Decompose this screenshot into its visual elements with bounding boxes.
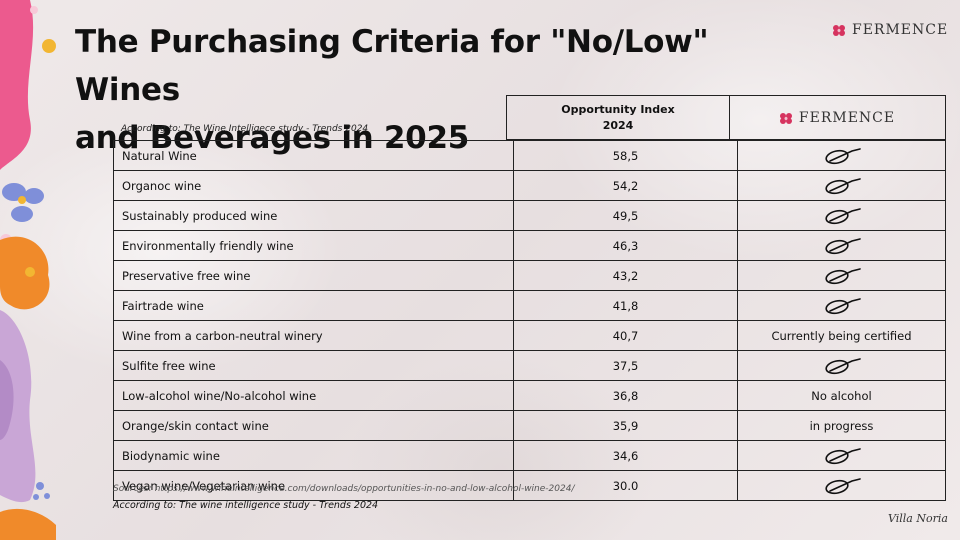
row-index-value: 58,5 (513, 140, 738, 171)
row-check (737, 470, 946, 501)
sources-note: Sources: https://www.wineintelligence.co… (113, 484, 575, 494)
row-status: No alcohol (737, 380, 946, 411)
header-index-year: 2024 (602, 118, 634, 132)
row-check (737, 290, 946, 321)
row-index-value: 46,3 (513, 230, 738, 261)
row-index-value: 49,5 (513, 200, 738, 231)
row-criterion: Fairtrade wine (113, 290, 514, 321)
row-criterion: Sulfite free wine (113, 350, 514, 381)
flower-icon (779, 112, 792, 124)
row-index-value: 41,8 (513, 290, 738, 321)
row-check (737, 170, 946, 201)
check-mark-icon (824, 237, 861, 254)
floral-decoration (0, 0, 56, 540)
brand-logo-top: FERMENCE (832, 22, 948, 38)
table-row: Fairtrade wine 41,8 (113, 290, 946, 321)
criteria-table: Natural Wine 58,5 Organoc wine 54,2 Sustaina… (113, 140, 946, 501)
study-reference-bottom: According to: The wine intelligence stud… (113, 500, 379, 511)
header-brand-column: FERMENCE (729, 95, 946, 140)
row-check (737, 200, 946, 231)
row-status: Currently being certified (737, 320, 946, 351)
check-mark-icon (824, 147, 861, 164)
check-mark-icon (824, 357, 861, 374)
brand-name: FERMENCE (852, 22, 949, 38)
table-row: Vegan wine/Vegetarian wine 30.0 (113, 470, 946, 501)
study-reference-top: According to: The Wine Intelligece study… (121, 124, 369, 134)
table-row: Sulfite free wine 37,5 (113, 350, 946, 381)
row-criterion: Natural Wine (113, 140, 514, 171)
row-check (737, 440, 946, 471)
row-index-value: 30.0 (513, 470, 738, 501)
table-row: Low-alcohol wine/No-alcohol wine 36,8 No a… (113, 380, 946, 411)
table-row: Preservative free wine 43,2 (113, 260, 946, 291)
table-row: Environmentally friendly wine 46,3 (113, 230, 946, 261)
title-line-1: The Purchasing Criteria for "No/Low" Win… (75, 24, 709, 108)
row-index-value: 36,8 (513, 380, 738, 411)
row-criterion: Vegan wine/Vegetarian wine (113, 470, 514, 501)
check-mark-icon (824, 207, 861, 224)
row-criterion: Wine from a carbon-neutral winery (113, 320, 514, 351)
row-criterion: Preservative free wine (113, 260, 514, 291)
row-criterion: Organoc wine (113, 170, 514, 201)
check-mark-icon (824, 477, 861, 494)
row-index-value: 43,2 (513, 260, 738, 291)
row-criterion: Sustainably produced wine (113, 200, 514, 231)
row-index-value: 40,7 (513, 320, 738, 351)
row-index-value: 37,5 (513, 350, 738, 381)
flower-icon (833, 25, 845, 36)
row-criterion: Low-alcohol wine/No-alcohol wine (113, 380, 514, 411)
check-mark-icon (824, 297, 861, 314)
row-index-value: 54,2 (513, 170, 738, 201)
header-index-label: Opportunity Index (561, 102, 675, 116)
row-status: in progress (737, 410, 946, 441)
check-mark-icon (824, 447, 861, 464)
row-criterion: Orange/skin contact wine (113, 410, 514, 441)
table-row: Wine from a carbon-neutral winery 40,7 Cur… (113, 320, 946, 351)
table-row: Organoc wine 54,2 (113, 170, 946, 201)
table-row: Biodynamic wine 34,6 (113, 440, 946, 471)
row-index-value: 35,9 (513, 410, 738, 441)
signature-logo: Villa Noria (888, 512, 948, 525)
header-opportunity-index: Opportunity Index 2024 (506, 95, 730, 140)
row-check (737, 350, 946, 381)
table-row: Sustainably produced wine 49,5 (113, 200, 946, 231)
row-criterion: Environmentally friendly wine (113, 230, 514, 261)
table-row: Natural Wine 58,5 (113, 140, 946, 171)
table-row: Orange/skin contact wine 35,9 in progress (113, 410, 946, 441)
row-index-value: 34,6 (513, 440, 738, 471)
header-brand-name: FERMENCE (798, 109, 896, 126)
row-check (737, 260, 946, 291)
check-mark-icon (824, 267, 861, 284)
check-mark-icon (824, 177, 861, 194)
row-check (737, 140, 946, 171)
row-check (737, 230, 946, 261)
row-criterion: Biodynamic wine (113, 440, 514, 471)
